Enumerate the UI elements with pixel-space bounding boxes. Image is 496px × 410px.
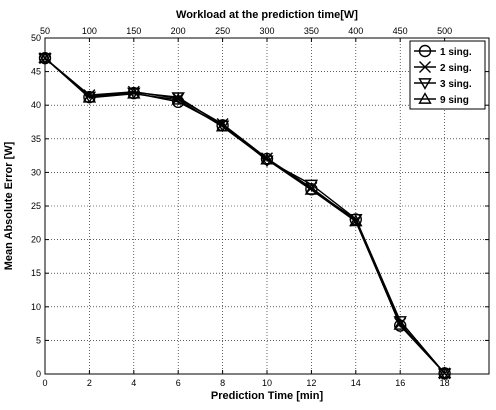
y-tick-label: 15 — [31, 268, 41, 278]
x-tick-label: 14 — [351, 378, 361, 388]
legend-label: 3 sing. — [440, 79, 472, 90]
data-point — [304, 179, 319, 192]
x-tick-label: 8 — [220, 378, 225, 388]
series-3 — [38, 53, 452, 381]
y-tick-label: 5 — [36, 335, 41, 345]
legend-label: 2 sing. — [440, 63, 472, 74]
top-tick-label: 100 — [82, 26, 97, 36]
top-axis-title: Workload at the prediction time[W] — [176, 9, 358, 21]
top-tick-label: 250 — [215, 26, 230, 36]
legend-entry: 1 sing. — [414, 44, 472, 58]
top-tick-label: 500 — [437, 26, 452, 36]
y-tick-label: 0 — [36, 369, 41, 379]
x-tick-label: 0 — [42, 378, 47, 388]
x-tick-label: 6 — [176, 378, 181, 388]
top-tick-label: 400 — [348, 26, 363, 36]
y-tick-label: 45 — [31, 67, 41, 77]
legend: 1 sing. 2 sing. 3 sing. 9 sing — [409, 40, 486, 110]
data-point — [38, 51, 52, 63]
series-4 — [38, 51, 452, 379]
data-point — [215, 119, 230, 132]
x-tick-label: 4 — [131, 378, 136, 388]
data-point — [304, 182, 319, 195]
legend-entry: 2 sing. — [414, 61, 472, 74]
data-point — [437, 366, 452, 379]
series-1 — [38, 51, 451, 380]
data-point — [260, 152, 274, 165]
y-tick-label: 35 — [31, 134, 41, 144]
data-point — [393, 318, 407, 330]
series-line — [44, 57, 446, 374]
series — [38, 51, 452, 381]
y-tick-label: 10 — [31, 302, 41, 312]
data-point — [82, 90, 97, 103]
top-tick-label: 450 — [393, 26, 408, 36]
legend-label: 9 sing — [440, 95, 469, 106]
top-tick-label: 350 — [304, 26, 319, 36]
y-axis-title: Mean Absolute Error [W] — [3, 141, 15, 270]
top-tick-label: 50 — [40, 26, 50, 36]
x-tick-label: 16 — [395, 378, 405, 388]
y-tick-label: 40 — [31, 100, 41, 110]
data-point — [349, 214, 363, 227]
data-point — [127, 86, 141, 99]
series-2 — [39, 52, 451, 380]
legend-entry: 9 sing — [414, 92, 469, 106]
legend-entry: 3 sing. — [414, 78, 472, 90]
x-tick-label: 18 — [440, 378, 450, 388]
x-tick-label: 12 — [306, 378, 316, 388]
top-tick-label: 200 — [171, 26, 186, 36]
legend-label: 1 sing. — [440, 47, 472, 58]
y-tick-label: 50 — [31, 33, 41, 43]
legend-marker — [418, 78, 432, 90]
top-tick-label: 150 — [126, 26, 141, 36]
x-tick-label: 10 — [262, 378, 272, 388]
y-tick-label: 20 — [31, 235, 41, 245]
legend-marker — [418, 92, 432, 104]
x-axis-title: Prediction Time [min] — [211, 390, 324, 402]
data-point — [393, 316, 407, 328]
legend-marker — [419, 61, 431, 73]
y-tick-label: 30 — [31, 167, 41, 177]
top-tick-label: 300 — [259, 26, 274, 36]
y-tick-label: 25 — [31, 201, 41, 211]
data-point — [171, 92, 185, 105]
x-tick-label: 2 — [87, 378, 92, 388]
legend-marker — [418, 44, 432, 58]
